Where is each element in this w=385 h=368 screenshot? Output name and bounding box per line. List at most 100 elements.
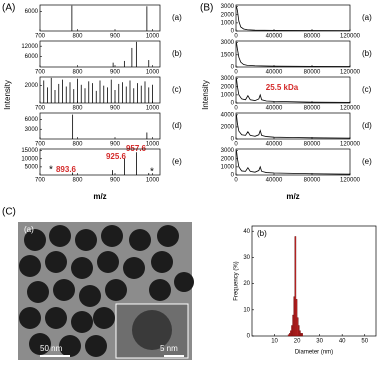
y-tick-label: 0	[231, 65, 235, 71]
x-tick-label: 80000	[304, 70, 321, 76]
y-tick-label: 2000	[25, 83, 39, 89]
x-tick-label: 0	[234, 142, 238, 148]
y-tick-label: 0	[231, 29, 235, 35]
chart-label: (a)	[362, 13, 372, 22]
x-axis-label: m/z	[286, 192, 299, 201]
scale-bar-label: 5 nm	[160, 344, 178, 353]
y-tick-label: 4000	[221, 112, 235, 118]
y-tick-label: 6000	[25, 9, 39, 15]
x-axis-label: m/z	[93, 192, 106, 201]
y-tick-label: 2000	[221, 156, 235, 162]
y-axis-label: Frequency (%)	[234, 261, 240, 300]
chart-label: (c)	[362, 85, 372, 94]
x-tick-label: 40000	[266, 106, 283, 112]
panel-label: (B)	[200, 3, 213, 14]
x-tick-label: 800	[72, 70, 83, 76]
spectrum-line	[236, 78, 351, 103]
x-tick-label: 1000	[146, 142, 160, 148]
y-tick-label: 6000	[25, 117, 39, 123]
x-tick-label: 40000	[266, 34, 283, 40]
x-axis-label: Diameter (nm)	[295, 350, 333, 356]
spectrum-line	[236, 114, 351, 139]
scale-bar-label: 50 nm	[40, 344, 63, 353]
annotation: 25.5 kDa	[266, 83, 299, 92]
x-tick-label: 120000	[340, 70, 361, 76]
y-tick-label: 20	[243, 281, 250, 287]
y-axis-label: Intensity	[201, 80, 210, 110]
annotation: 893.6	[56, 165, 77, 174]
y-tick-label: 0	[247, 334, 251, 340]
plot-frame	[235, 4, 351, 32]
histogram-bar	[294, 236, 297, 337]
x-tick-label: 120000	[340, 178, 361, 184]
x-tick-label: 900	[110, 142, 121, 148]
y-tick-label: 1000	[221, 20, 235, 26]
plot-frame	[39, 112, 161, 140]
plot-frame	[39, 40, 161, 68]
y-tick-label: 5000	[25, 164, 39, 170]
y-tick-label: 2000	[221, 12, 235, 18]
x-tick-label: 900	[110, 70, 121, 76]
spectrum-line	[236, 42, 351, 67]
y-tick-label: 1000	[221, 164, 235, 170]
y-tick-label: 2000	[221, 84, 235, 90]
x-tick-label: 80000	[304, 142, 321, 148]
chart-label: (d)	[362, 121, 372, 130]
y-tick-label: 10000	[21, 156, 38, 162]
y-tick-label: 1500	[221, 52, 235, 58]
y-tick-label: 3000	[221, 76, 235, 82]
inset-particle	[132, 310, 172, 350]
y-tick-label: 3000	[221, 148, 235, 154]
histogram-bar	[301, 333, 303, 337]
x-tick-label: 800	[72, 178, 83, 184]
x-tick-label: 30	[316, 339, 323, 345]
plot-frame	[251, 225, 377, 337]
x-tick-label: 700	[35, 178, 46, 184]
plot-frame	[39, 148, 161, 176]
x-tick-label: 700	[35, 34, 46, 40]
chart-label: (e)	[172, 157, 182, 166]
panel-label: (C)	[2, 207, 16, 218]
chart-label: (a)	[172, 13, 182, 22]
y-tick-label: 12000	[21, 44, 38, 50]
y-tick-label: 10	[243, 307, 250, 313]
marker: *	[150, 167, 154, 178]
chart-label: (c)	[172, 85, 182, 94]
tem-image: (a) 50 nm 5 nm	[18, 222, 194, 360]
chart-label: (d)	[172, 121, 182, 130]
x-tick-label: 1000	[146, 178, 160, 184]
y-tick-label: 3000	[221, 40, 235, 46]
y-tick-label: 3000	[25, 127, 39, 133]
x-tick-label: 900	[110, 178, 121, 184]
chart-label: (b)	[362, 49, 372, 58]
y-tick-label: 40	[243, 229, 250, 235]
y-tick-label: 0	[231, 173, 235, 179]
x-tick-label: 120000	[340, 142, 361, 148]
x-tick-label: 1000	[146, 70, 160, 76]
spectrum-line	[236, 6, 351, 31]
x-tick-label: 1000	[146, 34, 160, 40]
plot-frame	[39, 4, 161, 32]
x-tick-label: 80000	[304, 106, 321, 112]
x-tick-label: 40000	[266, 70, 283, 76]
x-tick-label: 120000	[340, 34, 361, 40]
x-tick-label: 40000	[266, 178, 283, 184]
plot-frame	[235, 40, 351, 68]
plot-frame	[235, 76, 351, 104]
plot-frame	[235, 148, 351, 176]
x-tick-label: 0	[234, 178, 238, 184]
x-tick-label: 1000	[146, 106, 160, 112]
annotation: 925.6	[106, 152, 127, 161]
x-tick-label: 700	[35, 142, 46, 148]
x-tick-label: 10	[271, 339, 278, 345]
y-tick-label: 15000	[21, 148, 38, 154]
x-tick-label: 40000	[266, 142, 283, 148]
y-tick-label: 1000	[221, 92, 235, 98]
chart-label: (b)	[172, 49, 182, 58]
x-tick-label: 700	[35, 70, 46, 76]
particles	[19, 225, 194, 357]
x-tick-label: 700	[35, 106, 46, 112]
y-tick-label: 3000	[221, 4, 235, 10]
